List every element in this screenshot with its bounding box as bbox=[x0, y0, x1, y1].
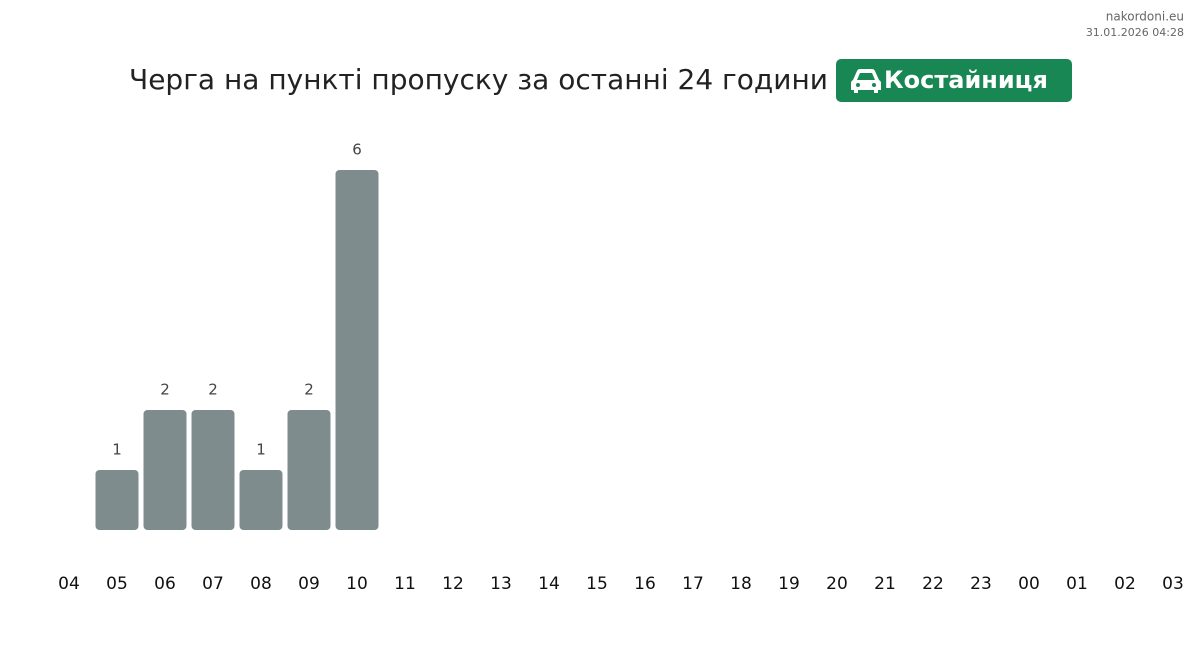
x-tick-label: 22 bbox=[922, 574, 944, 594]
bar bbox=[239, 470, 283, 530]
x-tick-label: 19 bbox=[778, 574, 800, 594]
x-tick-label: 04 bbox=[58, 574, 80, 594]
x-tick-label: 06 bbox=[154, 574, 176, 594]
x-tick-label: 03 bbox=[1162, 574, 1184, 594]
badge-bg bbox=[836, 59, 1072, 102]
site-name: nakordoni.eu bbox=[1106, 10, 1184, 24]
timestamp: 31.01.2026 04:28 bbox=[1086, 26, 1184, 39]
x-tick-label: 09 bbox=[298, 574, 320, 594]
x-tick-label: 05 bbox=[106, 574, 128, 594]
x-tick-label: 21 bbox=[874, 574, 896, 594]
x-tick-label: 10 bbox=[346, 574, 368, 594]
data-label: 2 bbox=[304, 381, 314, 399]
x-tick-label: 12 bbox=[442, 574, 464, 594]
x-tick-label: 20 bbox=[826, 574, 848, 594]
data-label: 1 bbox=[112, 441, 122, 459]
chart-title: Черга на пункті пропуску за останні 24 г… bbox=[129, 63, 828, 96]
bar bbox=[287, 410, 331, 530]
bar bbox=[95, 470, 139, 530]
data-label: 2 bbox=[160, 381, 170, 399]
x-tick-label: 17 bbox=[682, 574, 704, 594]
data-label: 1 bbox=[256, 441, 266, 459]
x-tick-label: 16 bbox=[634, 574, 656, 594]
x-tick-label: 18 bbox=[730, 574, 752, 594]
bar bbox=[191, 410, 235, 530]
x-tick-label: 02 bbox=[1114, 574, 1136, 594]
x-tick-label: 11 bbox=[394, 574, 416, 594]
badge-label: Костайниця bbox=[884, 66, 1048, 94]
x-tick-label: 23 bbox=[970, 574, 992, 594]
data-label: 6 bbox=[352, 141, 362, 159]
x-tick-label: 07 bbox=[202, 574, 224, 594]
x-tick-label: 15 bbox=[586, 574, 608, 594]
car-icon bbox=[851, 69, 881, 93]
x-tick-label: 00 bbox=[1018, 574, 1040, 594]
bar bbox=[335, 170, 379, 530]
x-tick-label: 01 bbox=[1066, 574, 1088, 594]
x-tick-label: 08 bbox=[250, 574, 272, 594]
x-tick-label: 14 bbox=[538, 574, 560, 594]
bar bbox=[143, 410, 187, 530]
data-label: 2 bbox=[208, 381, 218, 399]
x-tick-label: 13 bbox=[490, 574, 512, 594]
